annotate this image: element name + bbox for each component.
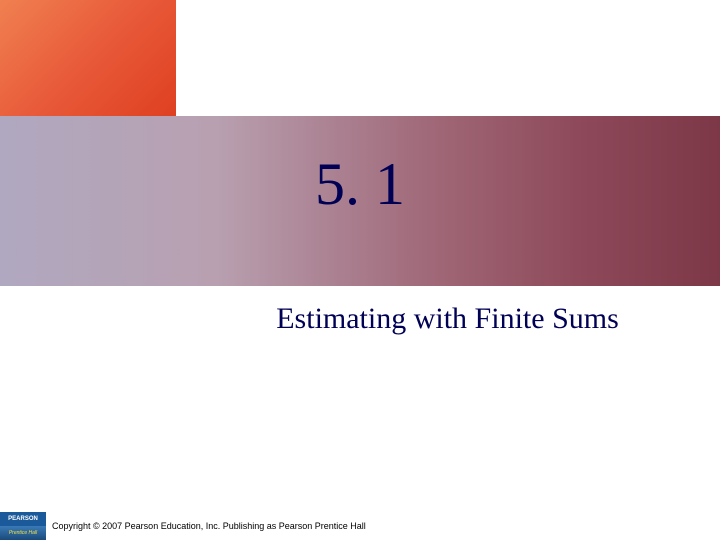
copyright-text: Copyright © 2007 Pearson Education, Inc.…: [52, 521, 366, 531]
section-number: 5. 1: [0, 150, 720, 219]
footer: PEARSON Prentice Hall Copyright © 2007 P…: [0, 512, 720, 540]
orange-accent-block: [0, 0, 176, 116]
section-title: Estimating with Finite Sums: [175, 302, 720, 336]
pearson-logo-bottom: Prentice Hall: [0, 526, 46, 540]
pearson-logo: PEARSON Prentice Hall: [0, 512, 46, 540]
pearson-logo-top: PEARSON: [0, 512, 46, 526]
prentice-hall-label: Prentice Hall: [9, 530, 37, 536]
